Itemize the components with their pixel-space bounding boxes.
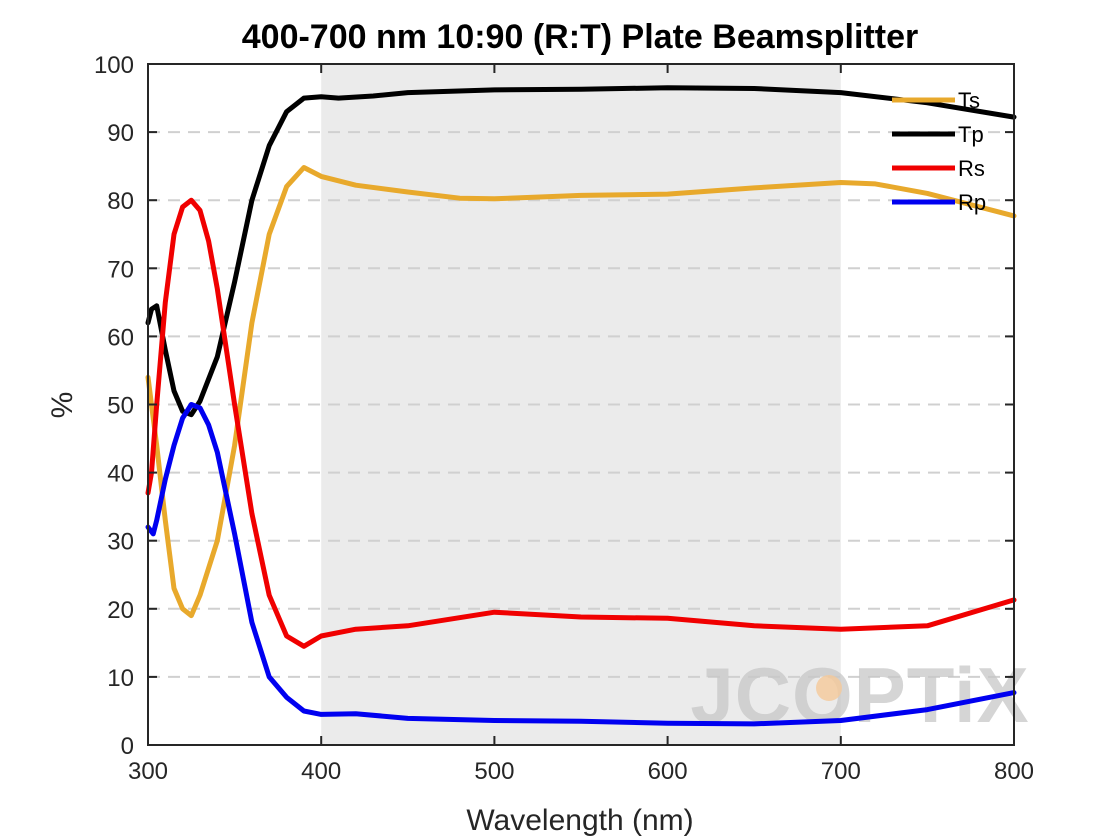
legend-label-rs: Rs [958, 156, 985, 181]
y-tick-label: 10 [107, 665, 134, 692]
legend-label-ts: Ts [958, 88, 980, 113]
x-tick-label: 500 [474, 758, 514, 785]
x-tick-label: 700 [821, 758, 861, 785]
y-tick-label: 90 [107, 120, 134, 147]
y-tick-label: 80 [107, 188, 134, 215]
x-axis-label: Wavelength (nm) [466, 804, 693, 837]
legend-label-tp: Tp [958, 122, 984, 147]
y-tick-label: 50 [107, 393, 134, 420]
y-tick-label: 20 [107, 597, 134, 624]
y-tick-label: 0 [121, 733, 134, 760]
y-tick-label: 40 [107, 461, 134, 488]
x-tick-label: 400 [301, 758, 341, 785]
series-line-rs [145, 197, 1017, 649]
y-tick-label: 100 [94, 52, 134, 79]
x-tick-label: 800 [994, 758, 1034, 785]
y-axis-label: % [46, 392, 79, 419]
legend-label-rp: Rp [958, 190, 986, 215]
series-line-rp [145, 402, 1017, 727]
chart-title: 400-700 nm 10:90 (R:T) Plate Beamsplitte… [242, 18, 918, 56]
x-tick-label: 600 [648, 758, 688, 785]
series-line-ts [145, 165, 1017, 619]
x-tick-label: 300 [128, 758, 168, 785]
y-tick-label: 30 [107, 529, 134, 556]
y-tick-label: 60 [107, 324, 134, 351]
y-tick-label: 70 [107, 256, 134, 283]
watermark-accent [816, 675, 842, 701]
series-line-tp [145, 85, 1017, 418]
